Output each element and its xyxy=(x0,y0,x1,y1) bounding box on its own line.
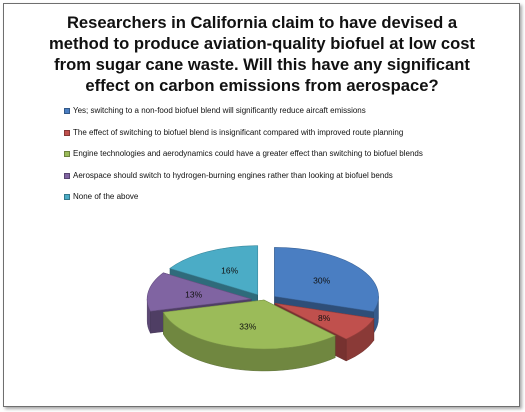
legend-item: None of the above xyxy=(64,192,514,216)
pie-slice xyxy=(146,272,252,312)
legend-label: None of the above xyxy=(73,192,139,201)
pie-slice xyxy=(162,299,336,350)
pie-slice-label: 33% xyxy=(239,321,256,331)
title-line: Researchers in California claim to have … xyxy=(66,13,458,32)
title-line: from sugar cane waste. Will this have an… xyxy=(54,55,470,74)
pie-slice-label: 13% xyxy=(185,290,202,300)
chart-legend: Yes; switching to a non-food biofuel ble… xyxy=(64,106,514,216)
pie-slice-label: 30% xyxy=(313,275,330,285)
chart-title: Researchers in California claim to have … xyxy=(22,12,502,96)
legend-label: Aerospace should switch to hydrogen-burn… xyxy=(73,170,393,180)
legend-swatch xyxy=(64,151,70,157)
legend-label: Engine technologies and aerodynamics cou… xyxy=(73,149,423,158)
legend-swatch xyxy=(64,172,70,179)
legend-swatch xyxy=(64,108,70,114)
legend-label: Yes; switching to a non-food biofuel ble… xyxy=(73,106,366,115)
legend-item: Yes; switching to a non-food biofuel ble… xyxy=(64,106,514,130)
legend-item: Engine technologies and aerodynamics cou… xyxy=(64,149,514,173)
legend-item: Aerospace should switch to hydrogen-burn… xyxy=(64,170,514,195)
legend-item: The effect of switching to biofuel blend… xyxy=(64,127,514,152)
legend-swatch xyxy=(64,194,70,200)
pie-slice xyxy=(274,302,375,340)
legend-swatch xyxy=(64,129,70,136)
pie-slice xyxy=(169,245,259,296)
title-line: effect on carbon emissions from aerospac… xyxy=(85,76,439,95)
pie-slice xyxy=(274,247,379,312)
pie-slice-label: 16% xyxy=(221,266,238,276)
pie-slice-label: 8% xyxy=(318,313,331,323)
title-line: method to produce aviation-quality biofu… xyxy=(49,34,475,53)
legend-label: The effect of switching to biofuel blend… xyxy=(73,127,404,137)
